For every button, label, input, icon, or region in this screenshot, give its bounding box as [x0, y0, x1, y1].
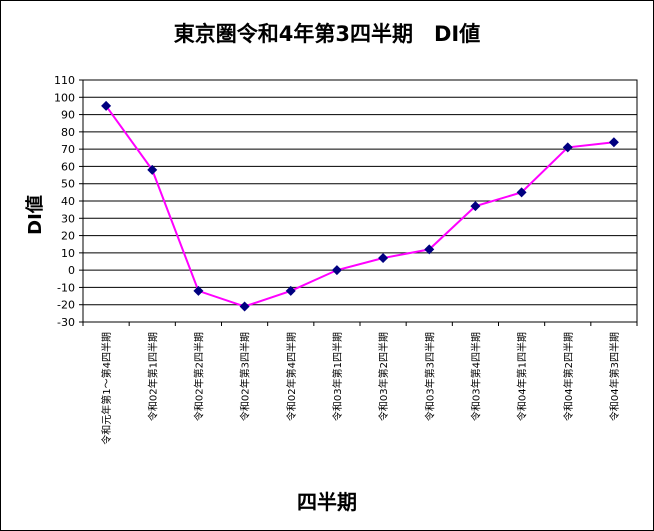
y-tick-label: 80	[61, 126, 75, 139]
x-axis-label: 四半期	[297, 490, 357, 514]
x-tick-label: 令和04年第3四半期	[608, 332, 621, 421]
y-tick-label: 30	[61, 212, 75, 225]
data-point	[239, 301, 250, 312]
x-tick-label: 令和04年第2四半期	[562, 332, 575, 421]
x-tick-label: 令和04年第1四半期	[516, 332, 529, 421]
data-point	[331, 265, 342, 276]
data-point	[378, 253, 389, 264]
y-tick-label: 20	[61, 230, 75, 243]
y-tick-label: 50	[61, 178, 75, 191]
data-point	[101, 100, 112, 111]
data-point	[516, 187, 527, 198]
y-tick-label: 100	[54, 91, 75, 104]
data-point	[147, 164, 158, 175]
x-tick-label: 令和03年第1四半期	[331, 332, 344, 421]
chart-title: 東京圏令和4年第3四半期 DI値	[173, 22, 481, 46]
data-point	[285, 285, 296, 296]
x-tick-label: 令和03年第4四半期	[469, 332, 482, 421]
data-point	[470, 201, 481, 212]
y-tick-label: 0	[68, 264, 75, 277]
data-point	[424, 244, 435, 255]
y-tick-label: 10	[61, 247, 75, 260]
x-tick-label: 令和03年第2四半期	[377, 332, 390, 421]
y-tick-label: 70	[61, 143, 75, 156]
y-tick-label: -10	[57, 281, 75, 294]
y-tick-label: 40	[61, 195, 75, 208]
y-tick-label: 60	[61, 160, 75, 173]
x-tick-label: 令和02年第3四半期	[239, 332, 252, 421]
x-tick-label: 令和02年第2四半期	[192, 332, 205, 421]
x-tick-label: 令和元年第1～第4四半期	[100, 332, 113, 445]
data-point	[562, 142, 573, 153]
y-tick-label: 90	[61, 109, 75, 122]
y-tick-label: 110	[54, 74, 75, 87]
y-tick-label: -30	[57, 316, 75, 329]
y-tick-label: -20	[57, 299, 75, 312]
data-point	[193, 285, 204, 296]
x-tick-label: 令和02年第1四半期	[146, 332, 159, 421]
series-line	[105, 105, 615, 308]
x-tick-label: 令和03年第3四半期	[423, 332, 436, 421]
x-tick-label: 令和02年第4四半期	[285, 332, 298, 421]
data-point	[608, 137, 619, 148]
